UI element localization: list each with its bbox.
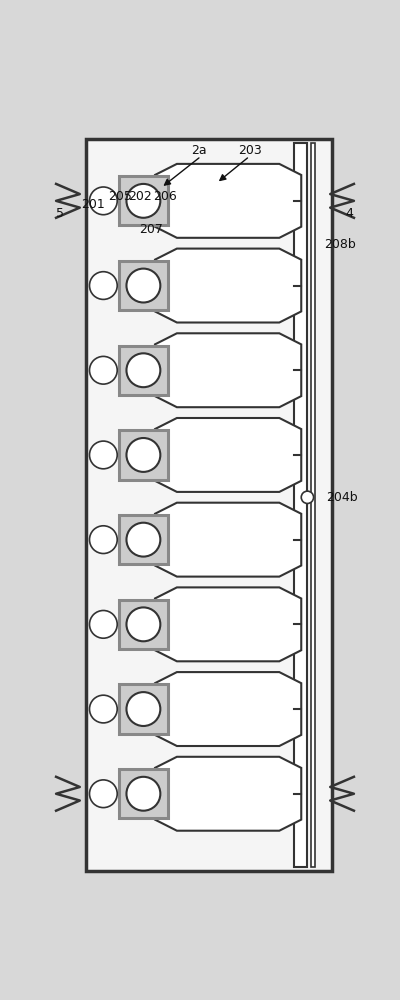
Text: 4: 4 xyxy=(346,207,354,220)
Circle shape xyxy=(90,526,117,554)
Bar xyxy=(119,176,168,225)
Polygon shape xyxy=(155,672,301,746)
Polygon shape xyxy=(155,757,301,831)
Bar xyxy=(311,143,315,867)
Text: 204b: 204b xyxy=(326,491,358,504)
Text: 206: 206 xyxy=(153,190,177,204)
Polygon shape xyxy=(155,249,301,323)
Bar xyxy=(86,139,332,871)
Bar xyxy=(119,261,168,310)
Polygon shape xyxy=(155,418,301,492)
Text: 201: 201 xyxy=(82,198,105,211)
Circle shape xyxy=(90,610,117,638)
Circle shape xyxy=(126,438,160,472)
Bar xyxy=(119,346,168,395)
Circle shape xyxy=(126,777,160,811)
Text: 203: 203 xyxy=(238,144,262,157)
Circle shape xyxy=(126,607,160,641)
Text: 2a: 2a xyxy=(191,144,207,157)
Circle shape xyxy=(126,523,160,557)
Circle shape xyxy=(126,692,160,726)
Text: 205: 205 xyxy=(108,190,132,204)
Polygon shape xyxy=(155,587,301,661)
Circle shape xyxy=(90,780,117,808)
Bar xyxy=(294,143,308,867)
Circle shape xyxy=(90,441,117,469)
Circle shape xyxy=(301,491,314,503)
Circle shape xyxy=(90,356,117,384)
Polygon shape xyxy=(155,503,301,577)
Polygon shape xyxy=(155,164,301,238)
Bar xyxy=(119,430,168,480)
Circle shape xyxy=(126,184,160,218)
Circle shape xyxy=(90,187,117,215)
Bar xyxy=(119,600,168,649)
Text: 202: 202 xyxy=(128,190,152,204)
Text: 5: 5 xyxy=(56,207,64,220)
Circle shape xyxy=(126,353,160,387)
Circle shape xyxy=(90,272,117,299)
Circle shape xyxy=(126,269,160,302)
Bar xyxy=(119,515,168,564)
Bar xyxy=(119,684,168,734)
Bar xyxy=(119,769,168,818)
Polygon shape xyxy=(155,333,301,407)
Circle shape xyxy=(90,695,117,723)
Text: 207: 207 xyxy=(139,223,163,236)
Text: 208b: 208b xyxy=(324,238,356,251)
